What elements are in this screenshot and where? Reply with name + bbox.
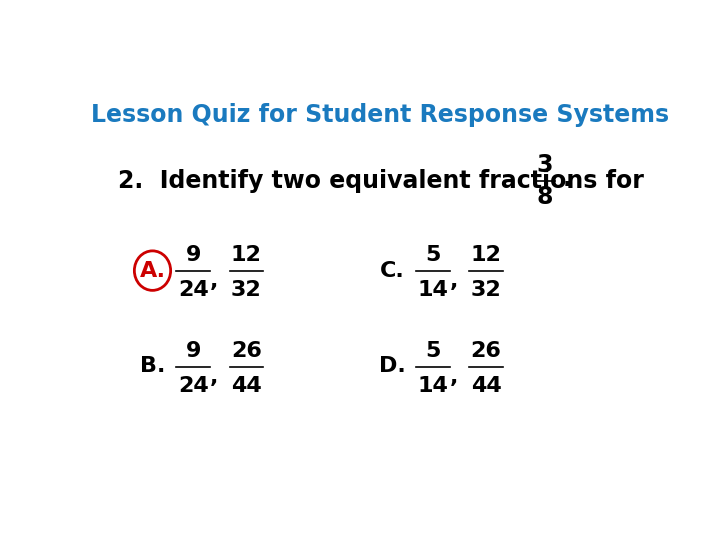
Text: A.: A. (140, 261, 166, 281)
Text: 2.  Identify two equivalent fractions for: 2. Identify two equivalent fractions for (118, 169, 644, 193)
Text: 44: 44 (471, 376, 502, 396)
Text: 26: 26 (231, 341, 261, 361)
Text: 3: 3 (536, 153, 553, 178)
Text: 24: 24 (178, 376, 209, 396)
Text: 12: 12 (231, 245, 261, 265)
Text: 26: 26 (471, 341, 502, 361)
Text: ,: , (210, 367, 219, 387)
Text: 14: 14 (418, 280, 449, 300)
Text: Lesson Quiz for Student Response Systems: Lesson Quiz for Student Response Systems (91, 103, 669, 127)
Text: 44: 44 (231, 376, 261, 396)
Text: 5: 5 (426, 341, 441, 361)
Text: 9: 9 (186, 341, 201, 361)
Text: 24: 24 (178, 280, 209, 300)
Text: 12: 12 (471, 245, 502, 265)
Text: C.: C. (380, 261, 405, 281)
Text: 14: 14 (418, 376, 449, 396)
Text: 8: 8 (536, 185, 553, 209)
Text: 32: 32 (231, 280, 261, 300)
Text: ,: , (450, 271, 459, 291)
Text: .: . (562, 167, 572, 191)
Text: ,: , (450, 367, 459, 387)
Text: D.: D. (379, 356, 406, 376)
Text: B.: B. (140, 356, 165, 376)
Text: 32: 32 (471, 280, 502, 300)
Text: 5: 5 (426, 245, 441, 265)
Text: 9: 9 (186, 245, 201, 265)
Text: ,: , (210, 271, 219, 291)
